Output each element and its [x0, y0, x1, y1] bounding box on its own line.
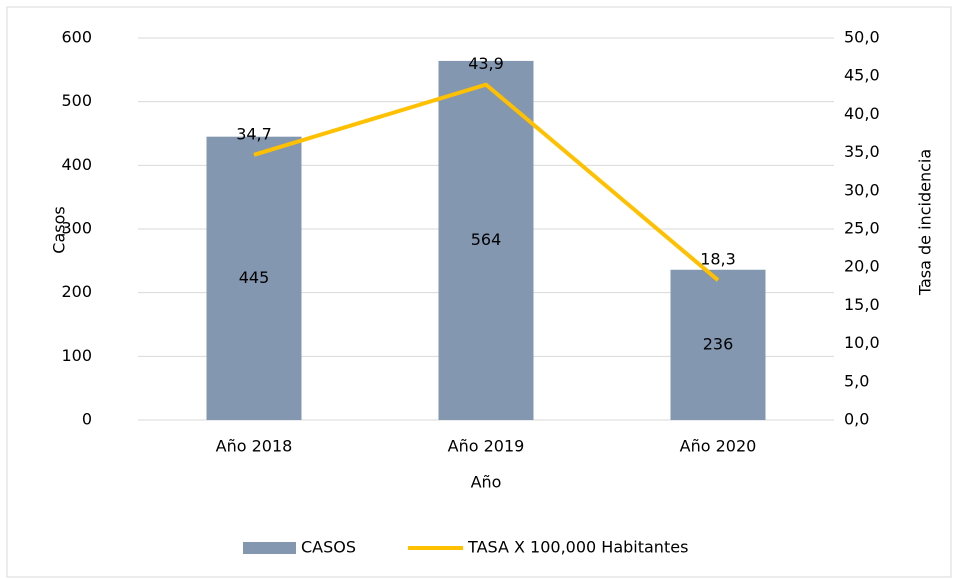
x-tick-label: Año 2020 [680, 437, 757, 456]
line-value-label: 18,3 [700, 250, 736, 269]
legend-swatch [243, 542, 296, 554]
bar [670, 269, 766, 420]
y-tick-label: 600 [61, 28, 92, 47]
x-tick-label: Año 2019 [448, 437, 525, 456]
y-tick-label: 200 [61, 282, 92, 301]
y2-tick-label: 15,0 [844, 295, 880, 314]
y2-tick-label: 30,0 [844, 180, 880, 199]
line-value-label: 43,9 [468, 54, 504, 73]
y2-tick-label: 50,0 [844, 28, 880, 47]
x-axis-label: Año [471, 473, 502, 492]
y-tick-label: 100 [61, 346, 92, 365]
y-tick-label: 500 [61, 91, 92, 110]
y2-tick-label: 45,0 [844, 66, 880, 85]
line [253, 82, 720, 282]
y2-tick-label: 25,0 [844, 219, 880, 238]
bar-value-label: 236 [703, 334, 734, 353]
y-tick-label: 400 [61, 155, 92, 174]
bar [206, 136, 302, 420]
y-tick-label: 0 [82, 410, 92, 429]
line-value-label: 34,7 [236, 124, 272, 143]
y2-tick-label: 10,0 [844, 333, 880, 352]
legend-label: CASOS [301, 538, 356, 557]
bar [438, 60, 534, 421]
legend-label: TASA X 100,000 Habitantes [467, 538, 688, 557]
y2-tick-label: 20,0 [844, 257, 880, 276]
y-tick-label: 300 [61, 219, 92, 238]
x-tick-label: Año 2018 [216, 437, 293, 456]
y2-tick-label: 35,0 [844, 142, 880, 161]
chart-border [6, 6, 952, 578]
bar-value-label: 445 [239, 268, 270, 287]
y-axis-label: Casos [50, 206, 69, 253]
y2-tick-label: 0,0 [844, 410, 869, 429]
y2-tick-label: 40,0 [844, 104, 880, 123]
bar-value-label: 564 [471, 230, 502, 249]
y2-axis-label: Tasa de incidencia [916, 149, 935, 296]
y2-tick-label: 5,0 [844, 371, 869, 390]
